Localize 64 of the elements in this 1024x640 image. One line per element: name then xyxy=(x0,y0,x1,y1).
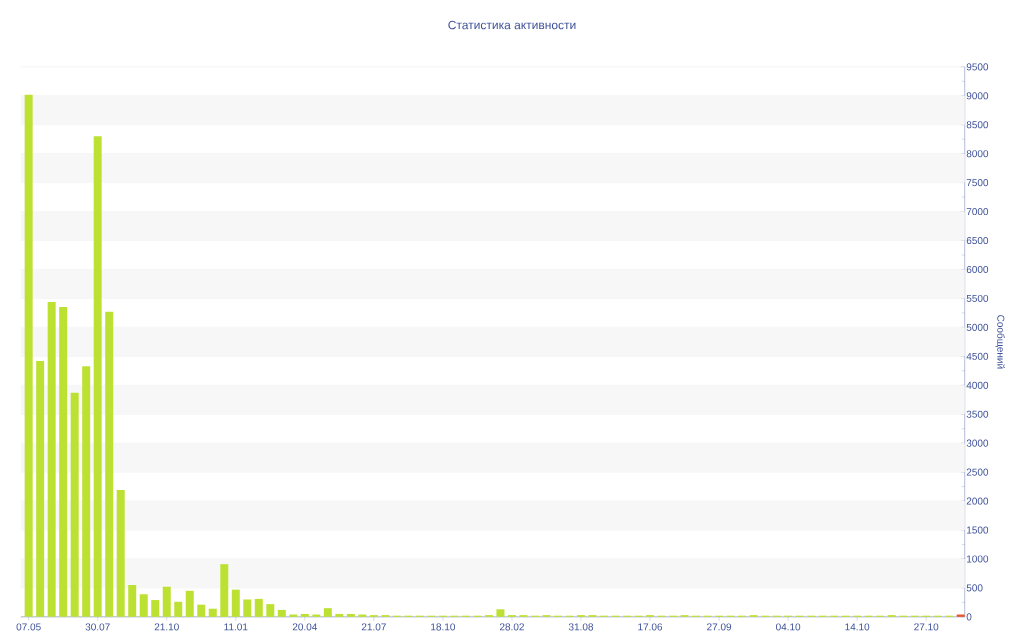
bar xyxy=(243,599,252,617)
bar xyxy=(82,366,91,617)
y-tick-label: 5500 xyxy=(966,294,989,302)
bar xyxy=(323,608,332,617)
x-tick-label: 18.10 xyxy=(431,623,456,631)
bar xyxy=(208,608,217,617)
y-axis-title: Сообщений xyxy=(995,315,1005,369)
y-tick-label: 9000 xyxy=(966,92,989,100)
y-tick-label: 1000 xyxy=(967,555,989,563)
chart-title: Статистика активности xyxy=(448,20,576,30)
bar xyxy=(254,598,263,617)
bar xyxy=(93,136,102,617)
x-tick-label: 21.07 xyxy=(361,623,386,631)
bar xyxy=(220,564,229,617)
bar xyxy=(346,613,355,617)
x-tick-label: 14.10 xyxy=(845,623,870,631)
y-tick-label: 3500 xyxy=(966,410,989,418)
y-tick-label: 8500 xyxy=(966,121,989,129)
y-tick-label: 2500 xyxy=(966,468,989,476)
y-tick-label: 4000 xyxy=(966,381,989,389)
y-tick-label: 2000 xyxy=(966,497,989,505)
y-tick-label: 9500 xyxy=(966,63,989,71)
bar xyxy=(300,613,309,617)
x-tick-label: 31.08 xyxy=(568,623,594,631)
y-tick-label: 7000 xyxy=(966,208,989,216)
bar xyxy=(162,586,171,617)
bar xyxy=(59,307,68,617)
y-tick-label: 0 xyxy=(966,613,972,621)
x-tick-label: 27.10 xyxy=(914,623,939,631)
bar xyxy=(36,360,45,617)
y-tick-label: 3000 xyxy=(966,439,989,447)
y-tick-label: 5000 xyxy=(966,323,989,331)
x-tick-label: 07.05 xyxy=(16,623,41,631)
bar xyxy=(174,601,183,617)
bar xyxy=(185,590,194,617)
y-tick-label: 6000 xyxy=(966,265,989,274)
x-tick-label: 04.10 xyxy=(775,623,801,631)
bar xyxy=(266,604,275,617)
y-tick-label: 6500 xyxy=(966,236,989,245)
y-tick-label: 500 xyxy=(966,584,983,592)
bar xyxy=(139,594,148,617)
x-tick-label: 11.01 xyxy=(224,623,248,631)
bar xyxy=(70,392,79,617)
bar xyxy=(116,490,125,617)
bar xyxy=(151,600,160,617)
x-tick-label: 30.07 xyxy=(85,623,110,631)
bar xyxy=(197,604,206,617)
x-tick-label: 17.06 xyxy=(638,623,663,631)
x-tick-label: 21.10 xyxy=(154,623,179,631)
bar xyxy=(231,589,240,617)
bar xyxy=(24,94,33,617)
y-tick-label: 7500 xyxy=(966,179,989,187)
bar xyxy=(496,609,505,617)
bar xyxy=(105,311,114,617)
x-tick-label: 27.09 xyxy=(707,623,732,631)
y-tick-label: 4500 xyxy=(966,352,989,360)
y-tick-label: 8000 xyxy=(966,150,989,158)
bar xyxy=(128,585,137,617)
x-tick-label: 28.02 xyxy=(499,623,524,631)
bar xyxy=(47,301,56,617)
bar xyxy=(277,609,286,617)
y-tick-label: 1500 xyxy=(967,526,989,534)
bar xyxy=(335,613,344,617)
x-tick-label: 20.04 xyxy=(292,623,318,631)
